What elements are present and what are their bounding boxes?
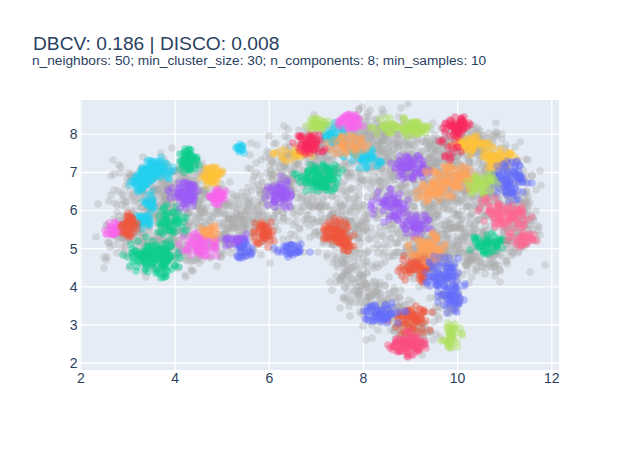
- svg-text:4: 4: [70, 279, 78, 295]
- svg-text:6: 6: [265, 370, 273, 386]
- svg-text:8: 8: [70, 126, 78, 142]
- svg-text:2: 2: [77, 370, 85, 386]
- svg-text:2: 2: [70, 355, 78, 371]
- svg-text:10: 10: [450, 370, 466, 386]
- svg-text:6: 6: [70, 202, 78, 218]
- svg-text:5: 5: [70, 241, 78, 257]
- svg-text:12: 12: [544, 370, 560, 386]
- svg-text:4: 4: [171, 370, 179, 386]
- svg-text:3: 3: [70, 317, 78, 333]
- svg-text:8: 8: [360, 370, 368, 386]
- svg-text:7: 7: [70, 164, 78, 180]
